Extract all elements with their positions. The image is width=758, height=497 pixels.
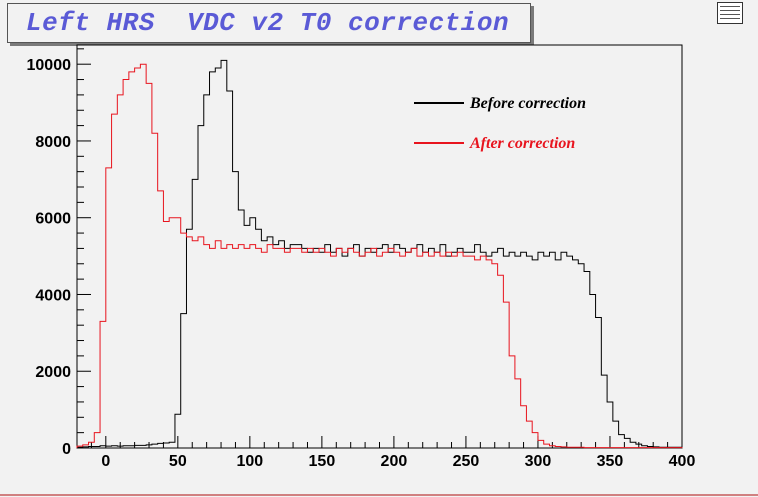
stats-line bbox=[720, 10, 740, 11]
legend-label: Before correction bbox=[469, 95, 586, 112]
x-tick-label: 250 bbox=[453, 453, 480, 470]
x-tick-label: 400 bbox=[669, 453, 696, 470]
legend: Before correction After correction bbox=[414, 95, 586, 152]
plot-frame bbox=[76, 44, 683, 449]
x-tick-label: 350 bbox=[597, 453, 624, 470]
x-tick-label: 100 bbox=[237, 453, 264, 470]
histogram-series bbox=[76, 59, 683, 449]
title-box: Left HRS VDC v2 T0 correction bbox=[7, 3, 531, 43]
x-tick-label: 200 bbox=[381, 453, 408, 470]
x-tick-label: 300 bbox=[525, 453, 552, 470]
y-tick-label: 2000 bbox=[35, 364, 71, 381]
stats-line bbox=[720, 6, 740, 7]
stats-line bbox=[720, 14, 740, 15]
x-tick-label: 50 bbox=[169, 453, 187, 470]
series-line-0 bbox=[76, 59, 683, 448]
y-tick-label: 0 bbox=[62, 441, 71, 458]
x-tick-label: 150 bbox=[309, 453, 336, 470]
y-tick-label: 6000 bbox=[35, 211, 71, 228]
y-tick-label: 10000 bbox=[27, 57, 72, 74]
x-tick-label: 0 bbox=[101, 453, 110, 470]
y-tick-label: 8000 bbox=[35, 134, 71, 151]
y-tick-label: 4000 bbox=[35, 287, 71, 304]
series-line-1 bbox=[76, 63, 683, 449]
stats-box-icon[interactable] bbox=[717, 2, 743, 24]
chart-title: Left HRS VDC v2 T0 correction bbox=[26, 8, 510, 38]
stats-line bbox=[720, 18, 740, 19]
y-axis: 0 2000 4000 6000 8000 10000 bbox=[27, 48, 91, 458]
legend-label: After correction bbox=[469, 135, 575, 152]
